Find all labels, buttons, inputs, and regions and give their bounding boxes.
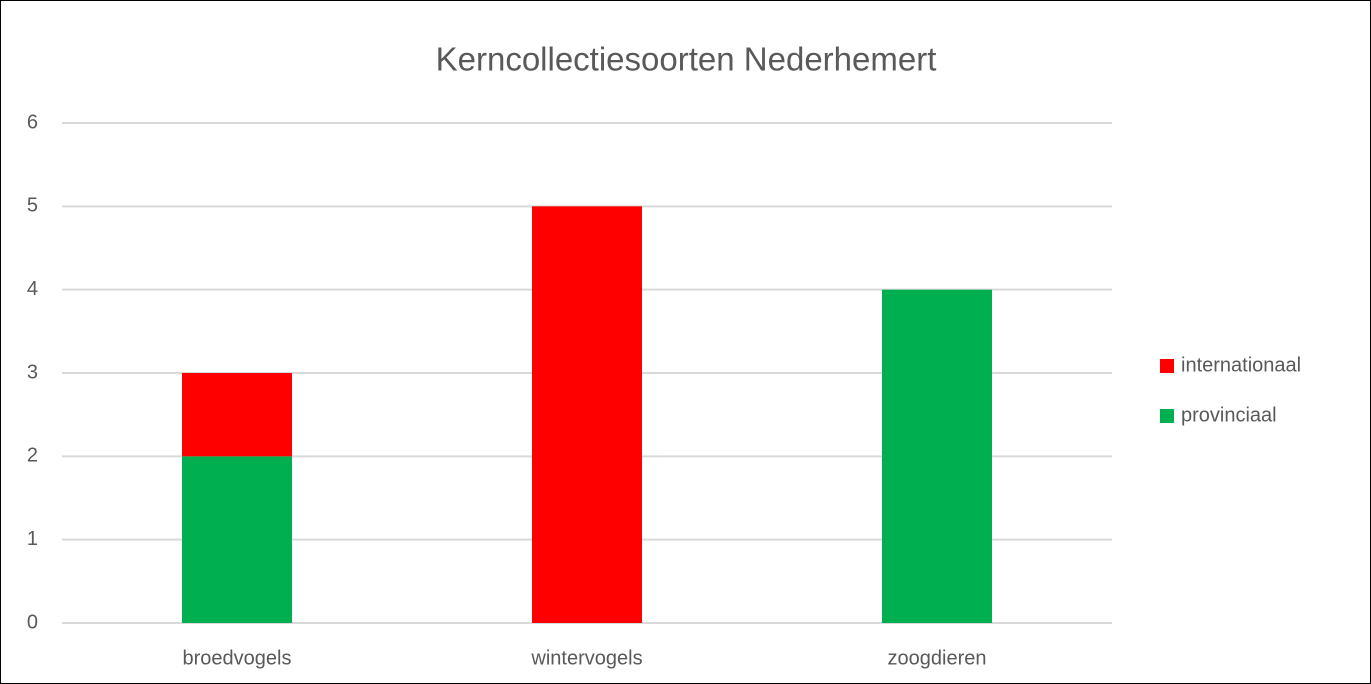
y-tick-label: 5 <box>27 195 38 217</box>
chart-title: Kerncollectiesoorten Nederhemert <box>436 41 937 78</box>
legend-label: internationaal <box>1181 354 1301 376</box>
y-tick-label: 0 <box>27 611 38 633</box>
y-tick-label: 6 <box>27 111 38 133</box>
bar-segment <box>182 456 292 623</box>
y-tick-label: 3 <box>27 361 38 383</box>
legend-label: provinciaal <box>1181 404 1277 426</box>
bar-segment <box>882 289 992 623</box>
x-tick-label: zoogdieren <box>888 647 987 669</box>
bar-segment <box>182 373 292 457</box>
x-tick-label: wintervogels <box>530 647 642 669</box>
y-tick-label: 2 <box>27 445 38 467</box>
legend-swatch <box>1160 359 1174 373</box>
bar-segment <box>532 206 642 624</box>
legend-swatch <box>1160 409 1174 423</box>
y-tick-label: 1 <box>27 528 38 550</box>
y-tick-label: 4 <box>27 278 38 300</box>
x-tick-label: broedvogels <box>183 647 292 669</box>
